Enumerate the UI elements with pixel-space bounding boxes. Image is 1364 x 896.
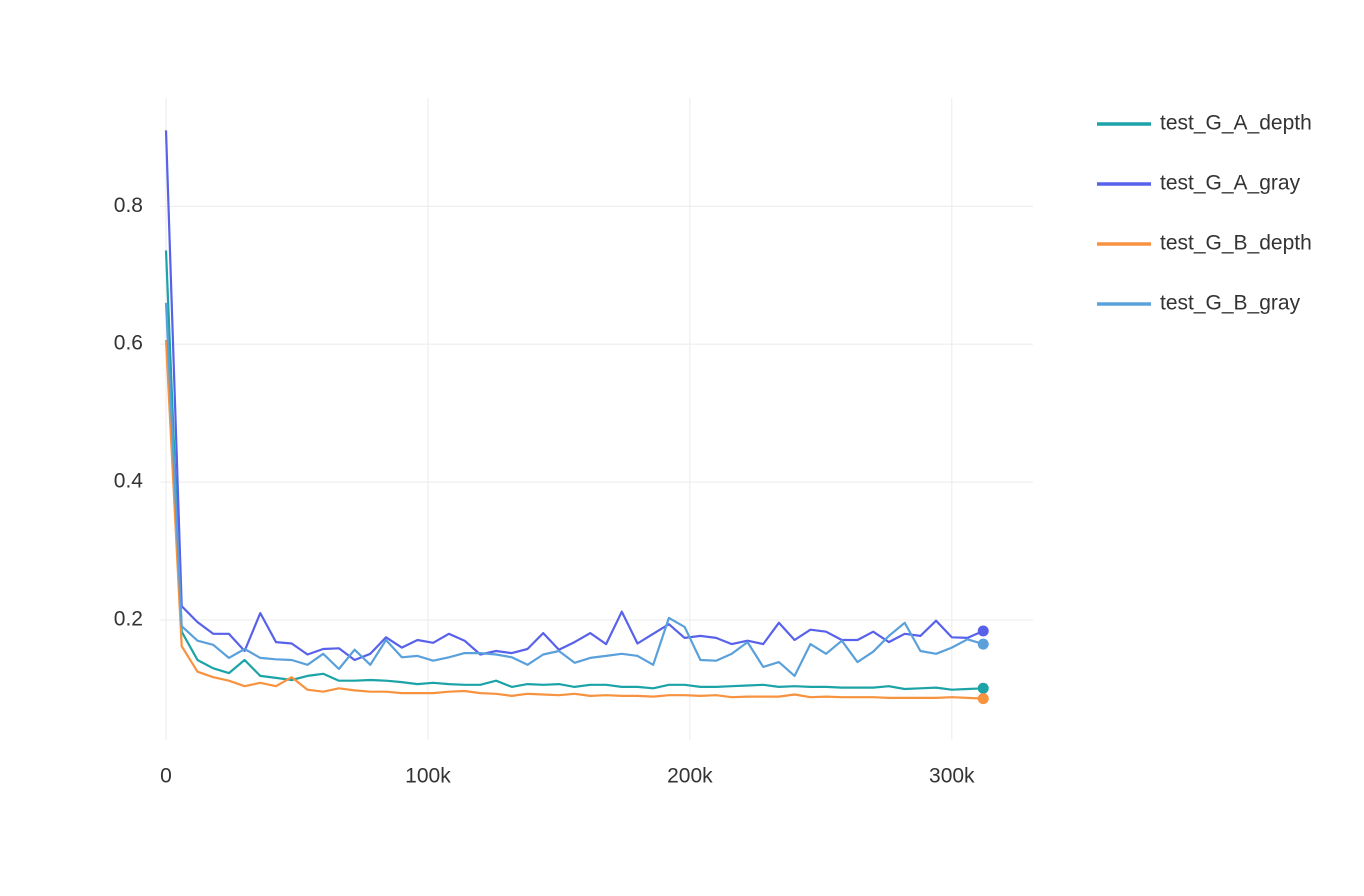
legend-item[interactable]: test_G_B_gray (1097, 292, 1301, 315)
legend-item[interactable]: test_G_A_gray (1097, 172, 1301, 195)
end-marker (977, 693, 989, 705)
legend-item[interactable]: test_G_A_depth (1097, 112, 1312, 135)
end-marker (977, 638, 989, 650)
end-marker (977, 625, 989, 637)
legend-label: test_G_A_depth (1160, 112, 1312, 135)
legend-item[interactable]: test_G_B_depth (1097, 232, 1312, 255)
x-tick-label: 200k (667, 765, 713, 788)
x-tick-label: 100k (405, 765, 451, 788)
legend-label: test_G_B_gray (1160, 292, 1301, 315)
legend-label: test_G_A_gray (1160, 172, 1301, 195)
end-marker (977, 682, 989, 694)
series-line (164, 130, 984, 662)
x-tick-label: 300k (929, 765, 975, 788)
y-tick-label: 0.8 (114, 194, 143, 217)
series-line (164, 339, 984, 700)
series-line (164, 250, 984, 691)
y-tick-label: 0.4 (114, 470, 144, 493)
y-tick-label: 0.2 (114, 608, 143, 631)
y-tick-label: 0.6 (114, 332, 143, 355)
series-line (164, 302, 984, 677)
legend-label: test_G_B_depth (1160, 232, 1312, 255)
x-tick-label: 0 (160, 765, 172, 788)
